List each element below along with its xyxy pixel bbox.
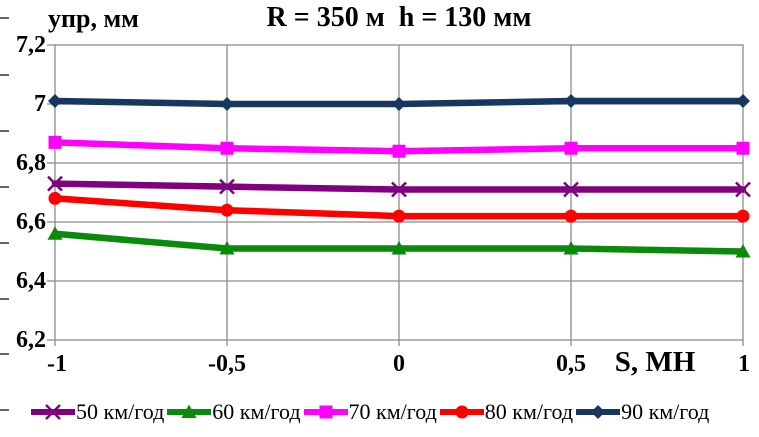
x-marker-icon xyxy=(31,404,75,420)
x-tick-label: 0 xyxy=(393,351,405,377)
y-tick-label: 6,8 xyxy=(16,150,46,176)
y-axis-title: упр, мм xyxy=(48,4,139,33)
x-tick-label: -1 xyxy=(47,351,67,377)
diamond-marker-icon xyxy=(576,405,621,419)
legend-label: 80 км/год xyxy=(484,399,574,424)
axis-minor-tick xyxy=(0,298,9,300)
chart-title: R = 350 м h = 130 мм xyxy=(266,2,532,33)
axis-minor-tick xyxy=(0,17,9,19)
legend-label: 70 км/год xyxy=(348,399,437,424)
axis-minor-tick xyxy=(0,130,9,132)
square-marker-icon xyxy=(303,405,348,419)
legend-item-70: 70 км/год xyxy=(303,399,439,425)
axis-minor-tick xyxy=(0,353,9,355)
legend-label: 90 км/год xyxy=(621,399,710,424)
legend-label: 60 км/год xyxy=(212,399,301,424)
legend-item-90: 90 км/год xyxy=(575,399,711,425)
x-tick-label: 1 xyxy=(738,351,750,377)
y-tick-label: 6,4 xyxy=(16,268,46,294)
y-tick-label: 7 xyxy=(34,91,46,117)
y-tick-label: 7,2 xyxy=(16,32,46,58)
legend-label: 50 км/год xyxy=(76,399,165,424)
x-axis-title: S, МН xyxy=(614,346,696,378)
legend-item-80: 80 км/год xyxy=(439,399,575,425)
legend-item-60: 60 км/год xyxy=(166,399,302,425)
axis-minor-tick xyxy=(0,186,9,188)
axis-minor-tick xyxy=(0,242,9,244)
y-tick-label: 6,2 xyxy=(16,327,46,353)
legend: 50 км/год 60 км/год 70 км/год 80 км/год … xyxy=(30,399,711,425)
triangle-marker-icon xyxy=(167,404,212,418)
circle-marker-icon xyxy=(439,405,484,419)
axis-minor-tick xyxy=(0,74,9,76)
axis-minor-tick xyxy=(0,409,9,411)
legend-item-50: 50 км/год xyxy=(30,399,166,425)
y-tick-label: 6,6 xyxy=(16,209,46,235)
x-tick-label: -0,5 xyxy=(208,351,246,377)
x-tick-label: 0,5 xyxy=(556,351,586,377)
